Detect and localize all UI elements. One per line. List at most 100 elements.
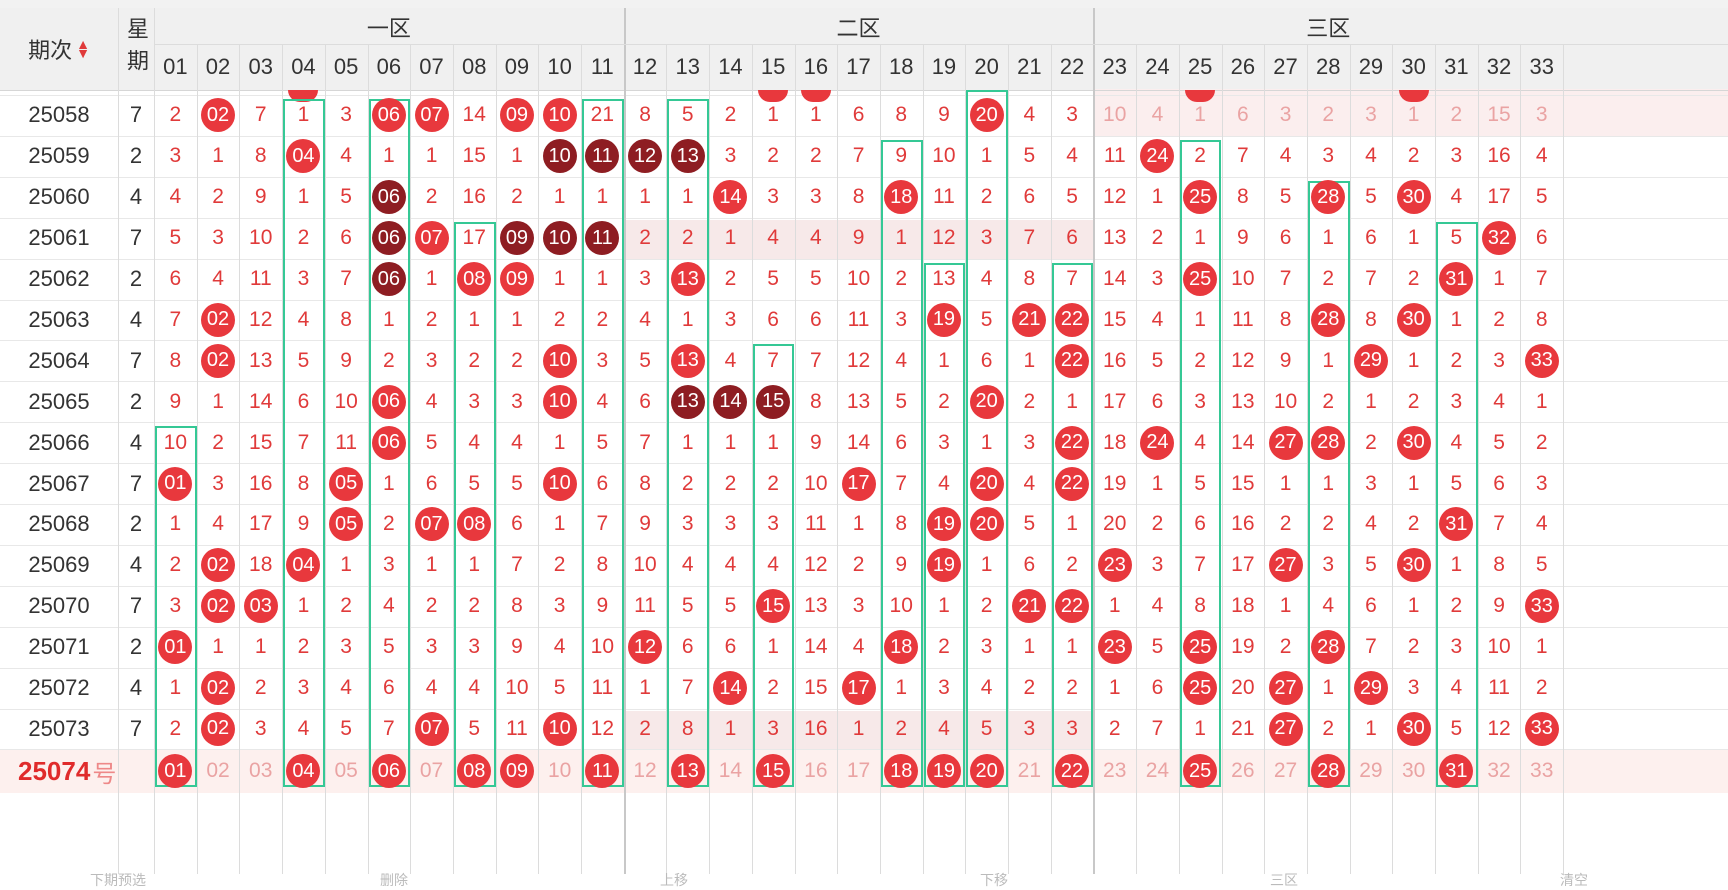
table-cell[interactable]: 18 xyxy=(249,553,273,577)
forecast-cell[interactable]: 21 xyxy=(1017,759,1042,783)
table-cell[interactable]: 13 xyxy=(846,389,871,413)
table-cell[interactable]: 8 xyxy=(511,594,523,618)
table-cell[interactable]: 1 xyxy=(980,553,993,577)
table-cell[interactable]: 9 xyxy=(340,348,352,372)
table-cell[interactable]: 2 xyxy=(383,348,395,372)
table-cell[interactable]: 1 xyxy=(1322,348,1335,372)
table-cell[interactable]: 7 xyxy=(596,512,609,536)
table-cell[interactable]: 4 xyxy=(895,348,908,372)
table-cell[interactable]: 4 xyxy=(1535,144,1548,168)
table-cell[interactable]: 2 xyxy=(1407,389,1420,413)
table-cell[interactable]: 24 xyxy=(1136,422,1179,463)
table-cell[interactable]: 1 xyxy=(1365,389,1377,413)
table-cell[interactable]: 12 xyxy=(932,226,956,250)
selected-number-ball[interactable]: 18 xyxy=(884,754,919,789)
table-cell[interactable]: 5 xyxy=(1066,185,1078,209)
table-cell[interactable]: 5 xyxy=(681,103,694,127)
table-cell[interactable]: 2 xyxy=(1066,553,1078,577)
table-cell[interactable]: 14 xyxy=(846,430,871,454)
table-cell[interactable]: 6 xyxy=(169,267,182,291)
table-cell[interactable]: 2 xyxy=(511,348,523,372)
table-cell[interactable]: 1 xyxy=(1194,226,1206,250)
table-cell[interactable]: 1 xyxy=(212,389,224,413)
column-header-27[interactable]: 27 xyxy=(1273,54,1298,79)
table-cell[interactable]: 3 xyxy=(767,185,779,209)
table-cell[interactable]: 28 xyxy=(1307,627,1350,668)
table-cell[interactable]: 10 xyxy=(1231,267,1255,291)
table-cell[interactable]: 3 xyxy=(212,471,224,495)
table-cell[interactable]: 6 xyxy=(1023,553,1036,577)
table-cell[interactable]: 4 xyxy=(1066,144,1078,168)
column-header-06[interactable]: 06 xyxy=(376,54,402,79)
table-cell[interactable]: 2 xyxy=(938,389,950,413)
table-cell[interactable]: 1 xyxy=(810,103,822,127)
table-cell[interactable]: 1 xyxy=(1535,635,1548,659)
table-cell[interactable]: 2 xyxy=(212,185,224,209)
table-cell[interactable]: 28 xyxy=(1307,177,1350,218)
table-cell[interactable]: 1 xyxy=(724,430,737,454)
table-cell[interactable]: 1 xyxy=(212,635,224,659)
table-cell[interactable]: 1 xyxy=(553,430,566,454)
table-cell[interactable]: 2 xyxy=(169,103,182,127)
selected-number-ball[interactable]: 28 xyxy=(1311,754,1346,789)
table-cell[interactable]: 19 xyxy=(923,545,966,586)
table-cell[interactable]: 1 xyxy=(425,267,438,291)
column-header-08[interactable]: 08 xyxy=(461,54,487,79)
table-cell[interactable]: 2 xyxy=(895,267,908,291)
table-cell[interactable]: 7 xyxy=(511,553,523,577)
table-cell[interactable]: 3 xyxy=(1450,144,1463,168)
forecast-cell[interactable]: 18 xyxy=(880,749,923,793)
table-cell[interactable]: 12 xyxy=(590,716,615,740)
table-cell[interactable]: 16 xyxy=(1103,348,1127,372)
column-header-25[interactable]: 25 xyxy=(1187,54,1213,79)
table-cell[interactable]: 7 xyxy=(639,430,651,454)
table-cell[interactable]: 1 xyxy=(1407,348,1420,372)
table-cell[interactable]: 14 xyxy=(249,389,273,413)
table-cell[interactable]: 3 xyxy=(1194,389,1206,413)
table-cell[interactable]: 3 xyxy=(1151,553,1164,577)
table-cell[interactable]: 17 xyxy=(1231,553,1255,577)
table-cell[interactable]: 8 xyxy=(1194,594,1206,618)
column-header-05[interactable]: 05 xyxy=(333,54,359,79)
table-cell[interactable]: 1 xyxy=(425,553,438,577)
table-cell[interactable]: 4 xyxy=(553,635,566,659)
table-cell[interactable]: 5 xyxy=(1365,553,1377,577)
table-cell[interactable]: 6 xyxy=(340,226,352,250)
column-header-31[interactable]: 31 xyxy=(1444,54,1469,79)
forecast-cell[interactable]: 07 xyxy=(419,759,444,783)
table-cell[interactable]: 27 xyxy=(1264,545,1307,586)
table-cell[interactable]: 8 xyxy=(1535,307,1548,331)
forecast-cell[interactable]: 06 xyxy=(368,749,411,793)
table-cell[interactable]: 1 xyxy=(425,144,438,168)
table-cell[interactable]: 8 xyxy=(810,389,822,413)
table-cell[interactable]: 17 xyxy=(1103,389,1127,413)
table-cell[interactable]: 31 xyxy=(1435,259,1478,300)
table-cell[interactable]: 2 xyxy=(1407,267,1420,291)
table-cell[interactable]: 4 xyxy=(852,635,865,659)
table-cell[interactable]: 2 xyxy=(1535,430,1548,454)
column-header-23[interactable]: 23 xyxy=(1102,54,1127,79)
table-cell[interactable]: 13 xyxy=(932,267,956,291)
table-cell[interactable]: 2 xyxy=(1279,512,1292,536)
table-cell[interactable]: 1 xyxy=(1194,307,1206,331)
table-cell[interactable]: 13 xyxy=(666,340,709,381)
table-cell[interactable]: 3 xyxy=(1365,471,1377,495)
table-cell[interactable]: 2 xyxy=(1023,389,1036,413)
table-cell[interactable]: 8 xyxy=(895,103,908,127)
table-cell[interactable]: 7 xyxy=(852,144,865,168)
table-cell[interactable]: 1 xyxy=(1066,389,1078,413)
forecast-cell[interactable]: 10 xyxy=(547,759,572,783)
table-cell[interactable]: 6 xyxy=(810,307,822,331)
table-cell[interactable]: 3 xyxy=(425,635,438,659)
table-cell[interactable]: 10 xyxy=(633,553,657,577)
table-cell[interactable]: 1 xyxy=(1108,676,1121,700)
table-cell[interactable]: 33 xyxy=(1520,709,1563,750)
table-cell[interactable]: 33 xyxy=(1520,340,1563,381)
table-cell[interactable]: 2 xyxy=(639,226,651,250)
table-cell[interactable]: 1 xyxy=(1066,512,1078,536)
table-cell[interactable]: 22 xyxy=(1051,300,1094,341)
table-cell[interactable]: 4 xyxy=(938,716,950,740)
table-cell[interactable]: 17 xyxy=(837,463,880,504)
table-cell[interactable]: 6 xyxy=(895,430,908,454)
table-cell[interactable]: 1 xyxy=(1151,471,1164,495)
